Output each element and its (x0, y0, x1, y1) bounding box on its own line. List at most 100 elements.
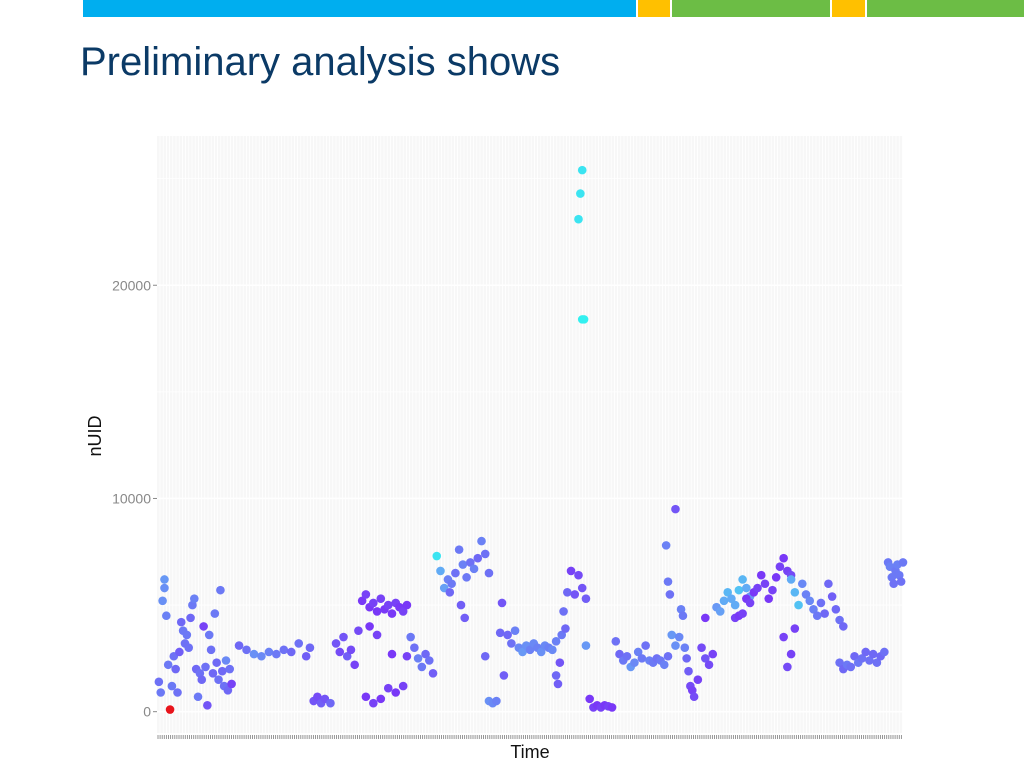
data-point (216, 585, 225, 595)
data-point (279, 645, 289, 655)
data-point (223, 686, 233, 695)
data-point (641, 641, 650, 650)
data-point (451, 568, 460, 578)
data-point (667, 630, 677, 640)
data-point (779, 553, 788, 563)
data-point (477, 536, 486, 546)
data-point (484, 568, 494, 578)
data-point (615, 649, 624, 659)
data-point (234, 641, 244, 650)
data-point (738, 609, 747, 618)
data-point (428, 669, 438, 678)
data-point (896, 577, 906, 586)
data-point (756, 570, 766, 580)
data-point (249, 649, 259, 659)
data-point (633, 647, 643, 657)
data-point (827, 592, 837, 601)
data-point (701, 613, 710, 623)
data-point (622, 651, 632, 661)
data-point (797, 579, 807, 589)
data-point (424, 656, 434, 665)
data-point (176, 617, 186, 627)
data-point (163, 660, 173, 670)
data-point (210, 609, 220, 618)
header-bar-green-2 (867, 0, 1024, 17)
data-point (682, 654, 691, 663)
data-point (454, 545, 464, 554)
data-point (398, 681, 408, 691)
data-point (361, 590, 371, 599)
data-point (462, 573, 471, 582)
data-point (466, 558, 475, 567)
data-point (242, 645, 251, 655)
data-point (663, 577, 673, 586)
data-point (805, 596, 815, 606)
data-point (889, 579, 898, 589)
data-point (768, 585, 777, 595)
data-point (171, 664, 180, 674)
data-point (160, 583, 169, 593)
data-point (607, 703, 617, 712)
data-point (809, 605, 818, 614)
data-point (497, 598, 507, 608)
data-point (574, 214, 583, 224)
y-tick-label: 10000 (112, 490, 151, 506)
data-point (313, 692, 322, 702)
data-point (857, 654, 867, 663)
data-point (156, 688, 166, 697)
data-point (760, 579, 770, 589)
data-point (510, 626, 520, 635)
data-point (723, 587, 732, 597)
data-point (812, 611, 822, 621)
data-point (160, 575, 169, 584)
data-point (460, 613, 470, 623)
data-point (794, 600, 803, 610)
data-point (217, 666, 227, 676)
data-point (473, 553, 483, 563)
header-bar-blue (83, 0, 636, 17)
data-point (753, 583, 762, 593)
data-point (701, 654, 710, 663)
data-point (786, 649, 796, 659)
data-point (671, 641, 680, 650)
data-point (561, 624, 570, 633)
data-point (708, 649, 718, 659)
data-point (684, 666, 693, 676)
data-point (447, 579, 456, 589)
data-point (553, 679, 563, 689)
data-point (175, 647, 184, 657)
data-point (357, 596, 367, 606)
data-point (480, 549, 490, 559)
data-point (835, 658, 844, 667)
data-point (786, 575, 796, 584)
data-point (536, 647, 546, 657)
y-tick-label: 0 (143, 704, 151, 720)
data-point (376, 594, 386, 603)
data-point (305, 643, 315, 653)
data-point (369, 598, 378, 608)
x-axis-label: Time (510, 742, 549, 762)
data-point (555, 658, 565, 667)
x-axis (157, 735, 902, 739)
data-point (559, 607, 568, 616)
data-point (197, 675, 207, 684)
data-point (548, 645, 557, 655)
data-point (469, 564, 479, 574)
data-point (221, 656, 231, 665)
data-point (206, 645, 216, 655)
data-point (715, 607, 725, 616)
data-point (212, 658, 221, 667)
data-point (861, 647, 870, 657)
data-point (820, 609, 829, 618)
data-point (272, 649, 281, 659)
data-point (581, 641, 591, 650)
data-point (264, 647, 274, 657)
data-point (387, 649, 397, 659)
data-point (432, 551, 442, 561)
data-point (369, 698, 378, 708)
data-point (665, 590, 675, 599)
data-point (663, 651, 673, 661)
data-point (801, 590, 811, 599)
data-point (659, 660, 669, 670)
data-point (790, 624, 800, 633)
